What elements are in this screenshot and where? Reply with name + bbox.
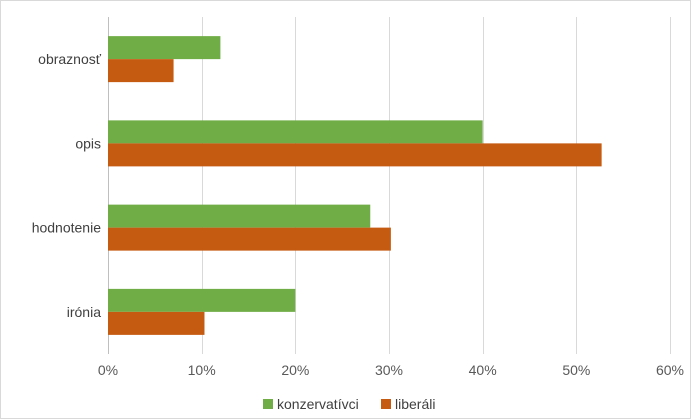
bar-liberali xyxy=(108,143,602,167)
bar-konzervativci xyxy=(108,36,221,60)
legend-swatch xyxy=(263,399,273,409)
category-labels: obraznosť opis hodnotenie irónia xyxy=(32,51,102,320)
bar-konzervativci xyxy=(108,204,371,228)
x-tick-label: 50% xyxy=(562,362,590,378)
legend-swatch xyxy=(381,399,391,409)
bar-konzervativci xyxy=(108,120,483,144)
category-label: hodnotenie xyxy=(32,220,102,236)
x-tick-label: 0% xyxy=(98,362,118,378)
x-tick-label: 60% xyxy=(656,362,684,378)
x-tick-labels: 0% 10% 20% 30% 40% 50% 60% xyxy=(98,362,684,378)
legend: konzervatívci liberáli xyxy=(263,396,435,412)
x-tick-label: 40% xyxy=(469,362,497,378)
bar-liberali xyxy=(108,311,205,335)
x-tick-label: 30% xyxy=(375,362,403,378)
legend-label: liberáli xyxy=(395,396,435,412)
bar-konzervativci xyxy=(108,288,296,312)
category-label: irónia xyxy=(67,304,101,320)
category-label: obraznosť xyxy=(38,51,102,67)
bar-liberali xyxy=(108,59,174,83)
legend-label: konzervatívci xyxy=(277,396,359,412)
bar-liberali xyxy=(108,227,391,251)
x-tick-label: 10% xyxy=(188,362,216,378)
bars xyxy=(108,36,602,335)
x-tick-label: 20% xyxy=(281,362,309,378)
category-label: opis xyxy=(75,135,101,151)
